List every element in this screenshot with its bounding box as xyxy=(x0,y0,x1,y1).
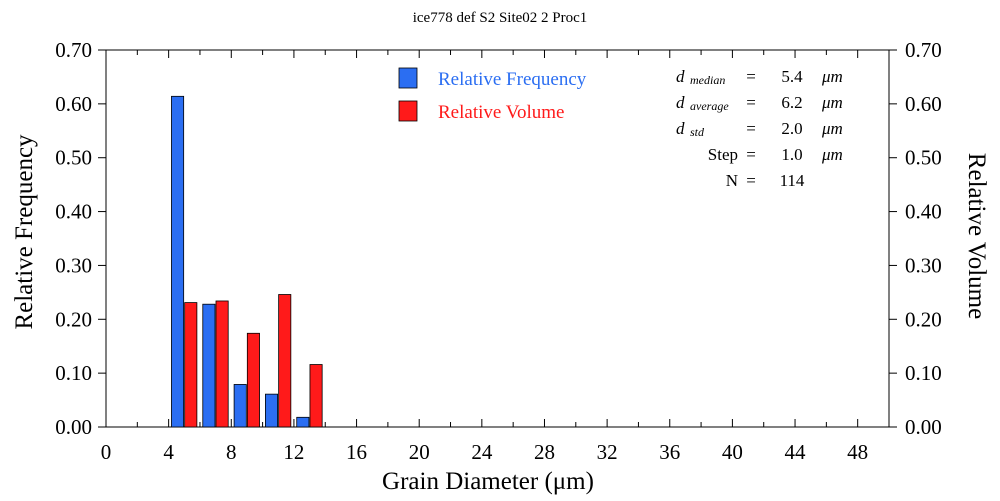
y-tick-label-right: 0.00 xyxy=(905,415,942,439)
stat-equals: = xyxy=(746,67,756,86)
y-tick-label-right: 0.40 xyxy=(905,200,942,224)
x-tick-label: 16 xyxy=(346,440,367,464)
y-tick-label-right: 0.30 xyxy=(905,253,942,277)
y-axis-label-right: Relative Volume xyxy=(963,153,990,319)
stat-symbol: d xyxy=(676,93,685,112)
tick-group: 0 4 8 12 16 20 24 28 32 36 40 44 480.00 0.000.10 0.100… xyxy=(55,38,942,464)
stat-subscript: std xyxy=(690,125,705,139)
x-tick-label: 36 xyxy=(659,440,680,464)
x-tick-label: 40 xyxy=(722,440,743,464)
legend-swatch xyxy=(398,67,418,89)
stat-value: 114 xyxy=(780,171,805,190)
frequency-bar-6 xyxy=(202,303,216,428)
stats-box: d median = 5.4 μmd average = 6.2 μmd std = 2.0 μmSte… xyxy=(676,67,843,190)
y-tick-label-left: 0.60 xyxy=(55,92,92,116)
stat-symbol: d xyxy=(676,67,685,86)
y-tick-label-right: 0.10 xyxy=(905,361,942,385)
stat-value: 1.0 xyxy=(781,145,802,164)
y-axis-label-left: Relative Frequency xyxy=(11,134,38,330)
stat-symbol: d xyxy=(676,119,685,138)
frequency-bar-8 xyxy=(233,384,247,428)
stat-value: 2.0 xyxy=(781,119,802,138)
y-tick-label-right: 0.60 xyxy=(905,92,942,116)
y-tick-label-left: 0.40 xyxy=(55,200,92,224)
x-tick-label: 12 xyxy=(283,440,304,464)
bar-group xyxy=(171,95,323,428)
plot-frame xyxy=(105,49,890,428)
stat-value: 6.2 xyxy=(781,93,802,112)
x-tick-label: 8 xyxy=(226,440,237,464)
stat-symbol: N xyxy=(726,171,738,190)
stat-symbol: Step xyxy=(708,145,738,164)
y-tick-label-left: 0.50 xyxy=(55,146,92,170)
y-tick-label-right: 0.20 xyxy=(905,307,942,331)
stat-equals: = xyxy=(746,93,756,112)
legend-swatch xyxy=(398,100,418,122)
frequency-bar-12 xyxy=(296,416,310,428)
x-tick-label: 44 xyxy=(785,440,807,464)
legend-label: Relative Volume xyxy=(438,102,564,123)
chart-title: ice778 def S2 Site02 2 Proc1 xyxy=(413,10,588,26)
x-tick-label: 0 xyxy=(101,440,112,464)
volume-bar-10 xyxy=(278,294,292,428)
y-tick-label-left: 0.00 xyxy=(55,415,92,439)
volume-bar-4 xyxy=(184,302,198,428)
legend-label: Relative Frequency xyxy=(438,69,587,90)
y-tick-label-right: 0.70 xyxy=(905,38,942,62)
x-axis-label: Grain Diameter (μm) xyxy=(382,468,594,495)
frequency-bar-10 xyxy=(265,393,279,428)
stat-equals: = xyxy=(746,145,756,164)
stat-unit: μm xyxy=(821,145,843,164)
y-tick-label-left: 0.10 xyxy=(55,361,92,385)
y-tick-label-left: 0.20 xyxy=(55,307,92,331)
volume-bar-6 xyxy=(215,300,229,428)
x-tick-label: 4 xyxy=(163,440,174,464)
y-tick-label-left: 0.70 xyxy=(55,38,92,62)
frequency-bar-4 xyxy=(171,95,185,428)
stat-equals: = xyxy=(746,171,756,190)
stat-equals: = xyxy=(746,119,756,138)
volume-bar-8 xyxy=(246,332,260,428)
stat-subscript: median xyxy=(690,73,725,87)
stat-unit: μm xyxy=(821,119,843,138)
stat-subscript: average xyxy=(690,99,729,113)
volume-bar-12 xyxy=(309,364,323,428)
legend: Relative Frequency Relative Volume xyxy=(398,67,587,123)
x-tick-label: 28 xyxy=(534,440,555,464)
x-tick-label: 48 xyxy=(847,440,868,464)
stat-unit: μm xyxy=(821,67,843,86)
x-tick-label: 24 xyxy=(471,440,493,464)
x-tick-label: 20 xyxy=(409,440,430,464)
y-tick-label-right: 0.50 xyxy=(905,146,942,170)
x-tick-label: 32 xyxy=(597,440,618,464)
y-tick-label-left: 0.30 xyxy=(55,253,92,277)
stat-value: 5.4 xyxy=(781,67,803,86)
stat-unit: μm xyxy=(821,93,843,112)
